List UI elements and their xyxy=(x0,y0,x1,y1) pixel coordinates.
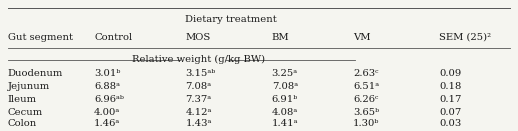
Text: 0.17: 0.17 xyxy=(439,95,462,104)
Text: 7.08ᵃ: 7.08ᵃ xyxy=(185,82,211,91)
Text: 3.65ᵇ: 3.65ᵇ xyxy=(353,108,379,117)
Text: Dietary treatment: Dietary treatment xyxy=(185,15,277,24)
Text: Relative weight (g/kg BW): Relative weight (g/kg BW) xyxy=(132,55,265,64)
Text: 3.25ᵃ: 3.25ᵃ xyxy=(272,69,298,78)
Text: Colon: Colon xyxy=(8,119,37,128)
Text: 2.63ᶜ: 2.63ᶜ xyxy=(353,69,379,78)
Text: 0.09: 0.09 xyxy=(439,69,462,78)
Text: 0.07: 0.07 xyxy=(439,108,462,117)
Text: 7.37ᵃ: 7.37ᵃ xyxy=(185,95,211,104)
Text: BM: BM xyxy=(272,33,290,42)
Text: 1.46ᵃ: 1.46ᵃ xyxy=(94,119,120,128)
Text: 6.51ᵃ: 6.51ᵃ xyxy=(353,82,379,91)
Text: Duodenum: Duodenum xyxy=(8,69,63,78)
Text: 1.43ᵃ: 1.43ᵃ xyxy=(185,119,212,128)
Text: 6.26ᶜ: 6.26ᶜ xyxy=(353,95,378,104)
Text: 1.41ᵃ: 1.41ᵃ xyxy=(272,119,298,128)
Text: MOS: MOS xyxy=(185,33,211,42)
Text: 6.88ᵃ: 6.88ᵃ xyxy=(94,82,120,91)
Text: 6.91ᵇ: 6.91ᵇ xyxy=(272,95,298,104)
Text: 0.03: 0.03 xyxy=(439,119,462,128)
Text: 4.12ᵃ: 4.12ᵃ xyxy=(185,108,212,117)
Text: 7.08ᵃ: 7.08ᵃ xyxy=(272,82,298,91)
Text: SEM (25)²: SEM (25)² xyxy=(439,33,492,42)
Text: 4.08ᵃ: 4.08ᵃ xyxy=(272,108,298,117)
Text: 4.00ᵃ: 4.00ᵃ xyxy=(94,108,120,117)
Text: 3.01ᵇ: 3.01ᵇ xyxy=(94,69,120,78)
Text: 6.96ᵃᵇ: 6.96ᵃᵇ xyxy=(94,95,124,104)
Text: Gut segment: Gut segment xyxy=(8,33,73,42)
Text: Jejunum: Jejunum xyxy=(8,82,50,91)
Text: 1.30ᵇ: 1.30ᵇ xyxy=(353,119,379,128)
Text: VM: VM xyxy=(353,33,370,42)
Text: 3.15ᵃᵇ: 3.15ᵃᵇ xyxy=(185,69,215,78)
Text: Cecum: Cecum xyxy=(8,108,43,117)
Text: Control: Control xyxy=(94,33,132,42)
Text: Ileum: Ileum xyxy=(8,95,37,104)
Text: 0.18: 0.18 xyxy=(439,82,462,91)
